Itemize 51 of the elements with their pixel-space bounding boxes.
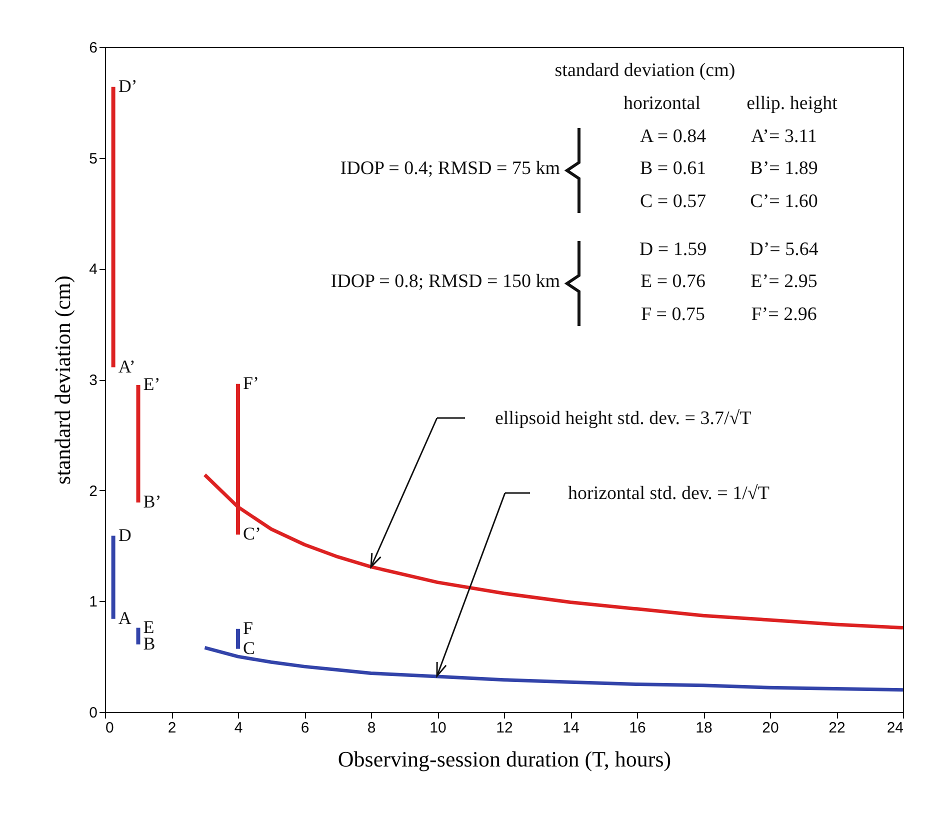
x-tick-label: 8 (367, 720, 376, 736)
annotation: A (118, 608, 132, 628)
x-tick-label: 6 (300, 720, 310, 736)
annotation: IDOP = 0.8; RMSD = 150 km (330, 271, 560, 292)
annotation: A’ (118, 356, 136, 376)
y-tick-label: 4 (89, 261, 98, 278)
x-tick-label: 24 (886, 720, 904, 736)
y-tick-label: 0 (89, 704, 98, 722)
annotation: F (243, 618, 254, 638)
y-tick-label: 1 (89, 594, 98, 611)
x-tick-label: 14 (562, 720, 580, 736)
annotation: C’= 1.60 (750, 191, 818, 212)
annotation: B’ (143, 492, 162, 512)
annotation: D = 1.59 (639, 239, 707, 260)
annotation: E = 0.76 (640, 271, 706, 292)
x-tick-label: 18 (696, 720, 712, 736)
annotation: A = 0.84 (640, 126, 707, 147)
annotation: standard deviation (cm) (554, 60, 736, 81)
x-tick-label: 4 (234, 720, 243, 736)
annotation: D’= 5.64 (750, 239, 819, 260)
annotation: F’= 2.96 (751, 304, 817, 325)
x-tick-label: 20 (762, 720, 779, 736)
x-tick-label: 2 (168, 720, 176, 736)
annotation: D (118, 524, 132, 545)
annotation: D’ (118, 76, 138, 96)
annotation: F = 0.75 (640, 304, 706, 325)
y-tick-label: 5 (89, 150, 98, 168)
y-tick-label: 3 (89, 372, 98, 389)
annotation: ellipsoid height std. dev. = 3.7/√T (495, 408, 752, 429)
y-tick-label: 2 (89, 482, 98, 500)
x-tick-label: 22 (828, 720, 846, 736)
x-tick-label: 16 (629, 720, 646, 736)
y-axis-title: standard deviation (cm) (50, 276, 76, 484)
annotation: horizontal (623, 93, 701, 114)
annotation: E’ (143, 374, 160, 394)
annotation: A’= 3.11 (751, 126, 817, 147)
annotation: C (243, 638, 256, 658)
annotation: horizontal std. dev. = 1/√T (568, 483, 770, 504)
x-tick-label: 0 (106, 720, 114, 736)
y-tick-label: 6 (89, 40, 98, 56)
annotation: ellip. height (746, 93, 838, 114)
annotation: B’= 1.89 (750, 158, 818, 179)
annotation: C’ (243, 524, 261, 544)
x-tick-label: 12 (496, 720, 513, 736)
annotation: E’= 2.95 (750, 271, 818, 292)
annotation: C = 0.57 (640, 191, 706, 212)
annotation: B = 0.61 (640, 158, 706, 179)
annotation: IDOP = 0.4; RMSD = 75 km (340, 158, 560, 179)
x-tick-label: 10 (430, 720, 446, 736)
x-axis-title: Observing-session duration (T, hours) (338, 746, 672, 772)
annotation: F’ (243, 372, 260, 393)
